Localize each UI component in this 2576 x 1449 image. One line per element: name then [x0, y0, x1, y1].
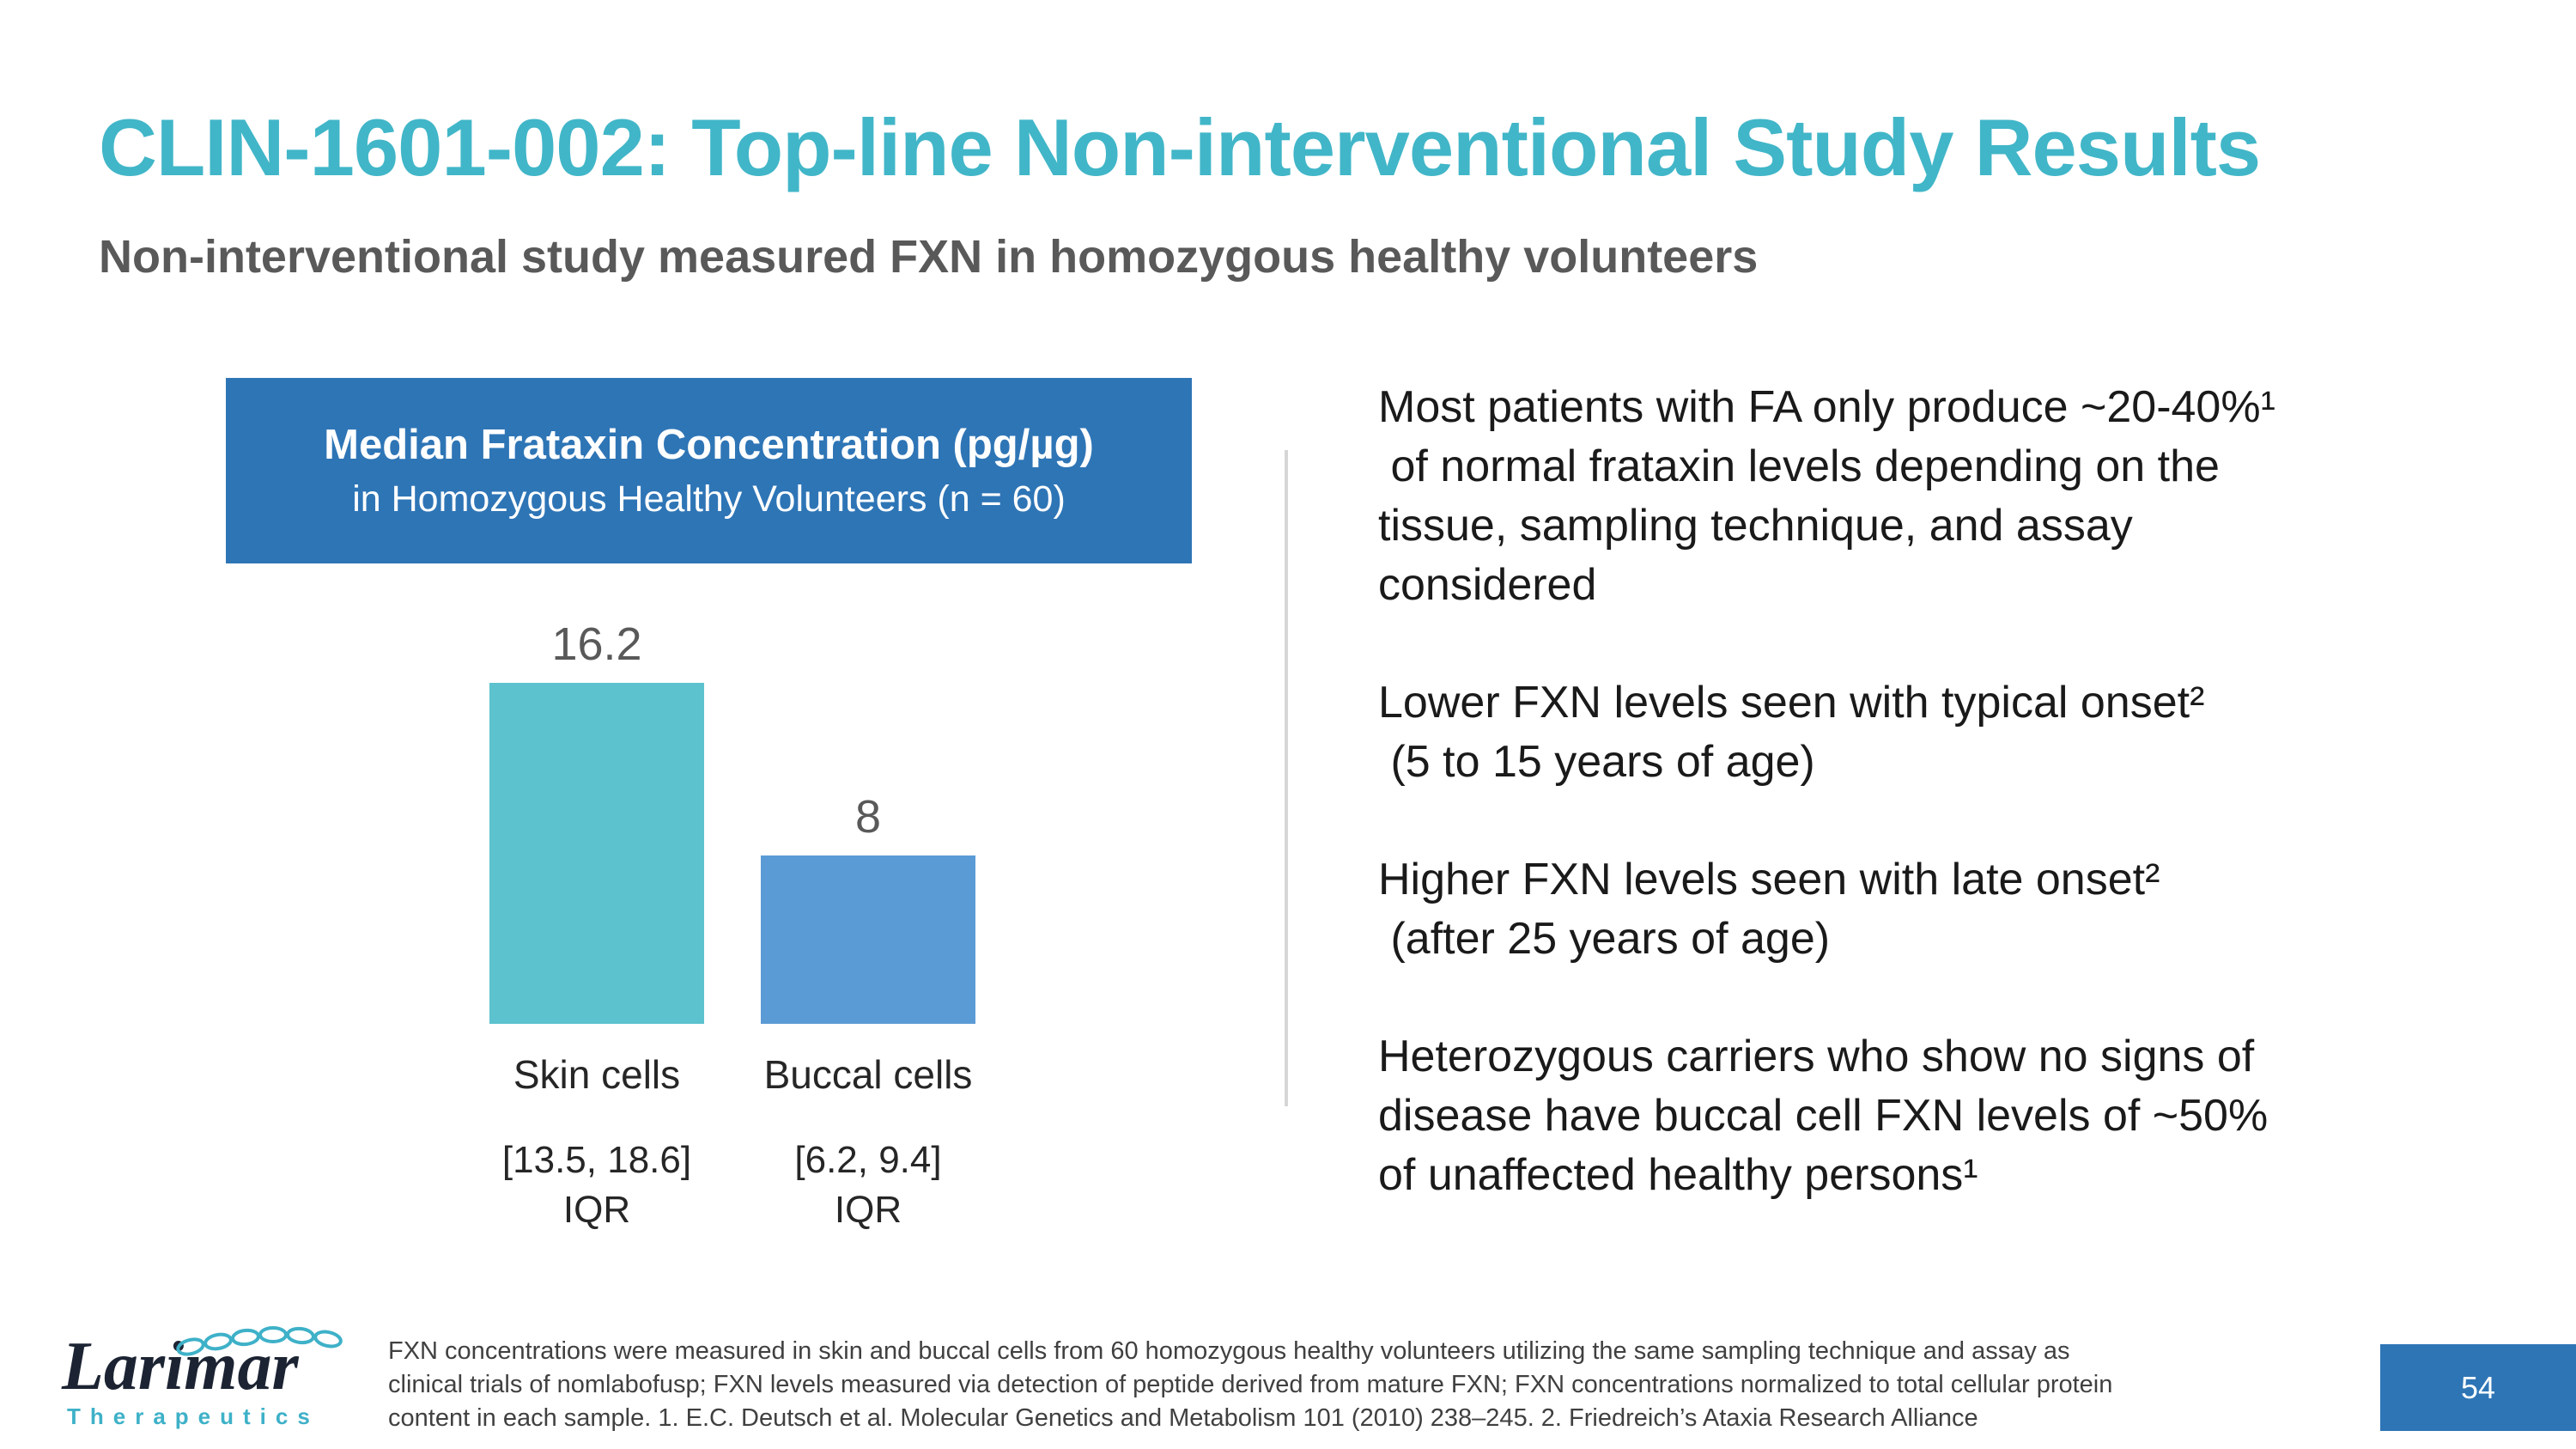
bar-skin-cells — [489, 683, 704, 1024]
slide-subtitle: Non-interventional study measured FXN in… — [99, 231, 1759, 283]
iqr-range: [6.2, 9.4] — [794, 1139, 942, 1181]
category-label: Buccal cells — [763, 1052, 973, 1097]
chart-header-title: Median Frataxin Concentration (pg/µg) — [324, 422, 1094, 468]
bar-chart: 16.2 8 — [489, 603, 979, 1024]
vertical-divider — [1285, 450, 1288, 1106]
category-label: Skin cells — [513, 1052, 681, 1097]
iqr-label: IQR — [562, 1189, 631, 1231]
larimar-logo: Larimar Therapeutics — [62, 1326, 388, 1430]
logo-chain-icon — [176, 1326, 343, 1356]
key-point-typical-onset: Lower FXN levels seen with typical onset… — [1378, 678, 2205, 787]
iqr-label: IQR — [834, 1189, 902, 1231]
slide-title: CLIN-1601-002: Top-line Non-intervention… — [99, 102, 2261, 192]
chart-header-subtitle: in Homozygous Healthy Volunteers (n = 60… — [352, 478, 1066, 520]
logo-subtext: Therapeutics — [67, 1403, 319, 1429]
bar-value-label: 16.2 — [551, 618, 642, 670]
label-column-buccal-cells: Buccal cells [6.2, 9.4] IQR — [761, 1051, 975, 1235]
page-number-box: 54 — [2380, 1344, 2576, 1431]
label-column-skin-cells: Skin cells [13.5, 18.6] IQR — [489, 1051, 704, 1235]
bar-chart-labels: Skin cells [13.5, 18.6] IQR Buccal cells… — [489, 1051, 979, 1235]
key-points: Most patients with FA only produce ~20-4… — [1378, 378, 2520, 1263]
chart-header-box: Median Frataxin Concentration (pg/µg) in… — [226, 378, 1192, 563]
key-point-frataxin-levels: Most patients with FA only produce ~20-4… — [1378, 382, 2275, 610]
page-number: 54 — [2460, 1369, 2496, 1405]
logo-wordmark: Larimar — [62, 1329, 299, 1404]
bar-value-label: 8 — [854, 791, 882, 843]
bar-column-buccal-cells: 8 — [761, 603, 975, 1024]
iqr-range: [13.5, 18.6] — [501, 1139, 692, 1181]
bar-column-skin-cells: 16.2 — [489, 603, 704, 1024]
bar-buccal-cells — [761, 855, 975, 1024]
footnote: FXN concentrations were measured in skin… — [388, 1337, 2113, 1432]
key-point-late-onset: Higher FXN levels seen with late onset² … — [1378, 855, 2160, 964]
key-point-heterozygous-carriers: Heterozygous carriers who show no signs … — [1378, 1032, 2269, 1200]
